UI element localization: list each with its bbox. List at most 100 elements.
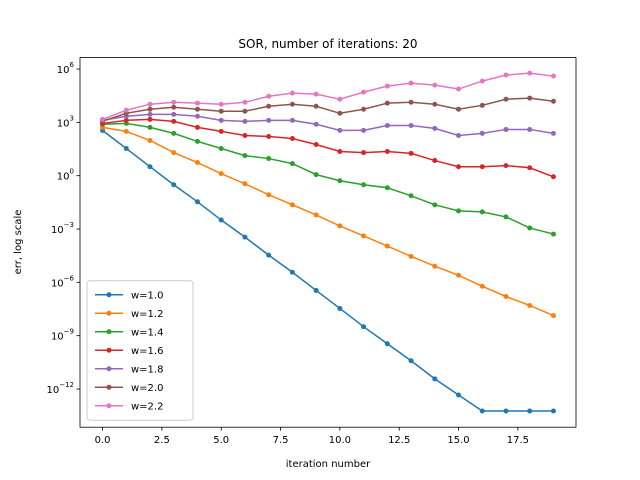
data-point <box>384 341 390 347</box>
legend-label: w=1.8 <box>131 365 163 376</box>
data-point <box>479 283 485 289</box>
series-line <box>102 97 554 123</box>
y-tick-base: 10 <box>51 278 64 289</box>
data-point <box>503 126 509 132</box>
data-point <box>408 193 414 199</box>
data-point <box>218 171 224 177</box>
data-point <box>337 223 343 229</box>
data-point <box>266 156 272 162</box>
data-point <box>218 128 224 134</box>
data-point <box>171 150 177 156</box>
y-tick-label: 100 <box>57 168 74 183</box>
data-point <box>171 111 177 117</box>
series-line <box>102 113 554 137</box>
chart-title: SOR, number of iterations: 20 <box>238 37 417 51</box>
data-point <box>218 108 224 114</box>
data-point <box>503 293 509 299</box>
data-point <box>289 101 295 107</box>
data-point <box>527 408 533 414</box>
data-point <box>242 108 248 114</box>
data-point <box>147 111 153 117</box>
data-point <box>194 113 200 119</box>
data-point <box>456 106 462 112</box>
data-point <box>194 160 200 166</box>
data-point <box>194 100 200 106</box>
data-point <box>527 165 533 171</box>
data-point <box>313 287 319 293</box>
y-tick-label: 10−12 <box>46 381 74 396</box>
data-point <box>289 161 295 167</box>
plot-frame <box>79 57 577 428</box>
data-point <box>479 102 485 108</box>
y-tick-base: 10 <box>57 118 70 129</box>
data-point <box>337 178 343 184</box>
y-tick-label: 10−3 <box>51 221 74 236</box>
data-point <box>266 103 272 109</box>
data-point <box>337 148 343 154</box>
data-point <box>266 93 272 99</box>
data-point <box>123 145 129 151</box>
data-point <box>289 269 295 275</box>
data-point <box>503 96 509 102</box>
legend-label: w=1.0 <box>131 291 163 302</box>
legend-marker <box>106 403 112 409</box>
y-tick-label: 106 <box>57 61 75 76</box>
y-tick-base: 10 <box>57 65 70 76</box>
legend-marker <box>106 329 112 335</box>
data-point <box>550 174 556 180</box>
data-point <box>313 121 319 127</box>
data-point <box>361 89 367 95</box>
legend-marker <box>106 384 112 390</box>
data-point <box>218 101 224 107</box>
series-line <box>102 122 554 235</box>
data-point <box>432 263 438 269</box>
data-point <box>408 358 414 364</box>
data-point <box>337 127 343 133</box>
y-tick-exponent: 6 <box>70 61 75 69</box>
data-point <box>147 124 153 130</box>
data-point <box>194 124 200 130</box>
y-tick-label: 10−6 <box>51 274 75 289</box>
data-point <box>337 305 343 311</box>
data-point <box>550 73 556 79</box>
data-point <box>337 96 343 102</box>
data-point <box>218 145 224 151</box>
data-point <box>384 148 390 154</box>
data-point <box>503 72 509 78</box>
data-point <box>194 106 200 112</box>
data-point <box>266 252 272 258</box>
data-point <box>337 110 343 116</box>
data-point <box>456 392 462 398</box>
data-point <box>242 153 248 159</box>
data-point <box>384 243 390 249</box>
data-point <box>171 118 177 124</box>
data-point <box>479 78 485 84</box>
y-axis-label: err, log scale <box>13 210 24 275</box>
legend-label: w=1.2 <box>131 309 163 320</box>
y-tick-exponent: −12 <box>59 381 74 389</box>
series-line <box>102 118 554 178</box>
data-point <box>432 158 438 164</box>
data-point <box>289 117 295 123</box>
data-point <box>408 253 414 259</box>
data-point <box>432 101 438 107</box>
data-point <box>171 104 177 110</box>
data-point <box>432 202 438 208</box>
y-tick-label: 10−9 <box>51 328 74 343</box>
data-point <box>503 214 509 220</box>
data-point <box>361 182 367 188</box>
legend-marker <box>106 292 112 298</box>
y-tick-exponent: −9 <box>64 328 74 336</box>
data-point <box>218 217 224 223</box>
y-tick-base: 10 <box>46 385 59 396</box>
data-point <box>147 164 153 170</box>
data-point <box>527 302 533 308</box>
data-point <box>266 134 272 140</box>
data-point <box>242 181 248 187</box>
data-point <box>171 182 177 188</box>
y-tick-base: 10 <box>51 332 64 343</box>
data-point <box>313 91 319 97</box>
data-point <box>313 172 319 178</box>
data-point <box>147 106 153 112</box>
